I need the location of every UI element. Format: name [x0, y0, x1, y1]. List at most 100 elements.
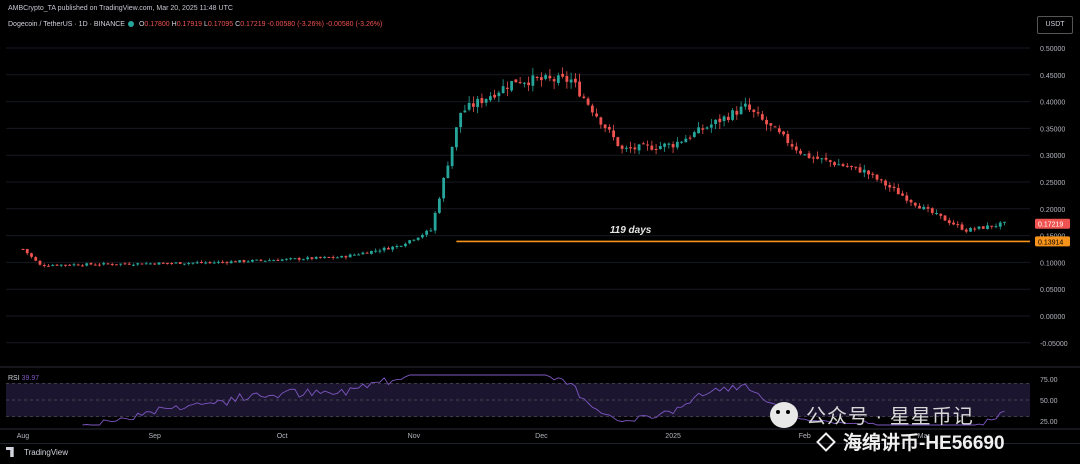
candle-body[interactable] [624, 147, 628, 149]
candle-body[interactable] [488, 96, 492, 101]
candle-body[interactable] [896, 188, 900, 195]
candle-body[interactable] [25, 249, 29, 254]
candle-body[interactable] [38, 260, 42, 265]
candle-body[interactable] [722, 116, 726, 122]
candle-body[interactable] [276, 259, 280, 261]
candle-body[interactable] [748, 104, 751, 110]
candle-body[interactable] [42, 264, 46, 266]
candle-body[interactable] [960, 224, 964, 230]
candle-body[interactable] [650, 145, 654, 150]
candle-body[interactable] [837, 164, 841, 166]
candle-body[interactable] [442, 177, 446, 199]
candle-body[interactable] [892, 186, 896, 189]
candle-body[interactable] [671, 144, 675, 148]
candle-body[interactable] [943, 215, 947, 221]
candle-body[interactable] [1003, 221, 1006, 223]
candle-body[interactable] [620, 145, 624, 149]
candle-body[interactable] [633, 147, 637, 150]
candle-body[interactable] [743, 103, 747, 107]
candle-body[interactable] [935, 213, 938, 215]
candle-body[interactable] [480, 98, 484, 104]
candle-body[interactable] [760, 114, 764, 120]
candle-body[interactable] [752, 109, 756, 112]
candle-body[interactable] [119, 263, 123, 265]
candle-body[interactable] [879, 179, 883, 181]
candle-body[interactable] [319, 256, 322, 258]
candle-body[interactable] [212, 262, 216, 264]
candle-body[interactable] [794, 146, 798, 151]
candle-body[interactable] [110, 263, 114, 265]
candle-body[interactable] [361, 252, 365, 255]
candle-body[interactable] [718, 118, 722, 123]
candle-body[interactable] [505, 87, 509, 89]
candle-body[interactable] [824, 157, 828, 160]
candle-body[interactable] [387, 247, 390, 250]
candle-body[interactable] [161, 262, 165, 264]
candle-body[interactable] [603, 124, 607, 129]
candle-body[interactable] [297, 258, 301, 260]
candle-body[interactable] [59, 264, 63, 266]
candle-body[interactable] [739, 106, 743, 115]
candle-body[interactable] [221, 261, 225, 263]
candle-body[interactable] [803, 154, 807, 156]
candle-body[interactable] [72, 264, 76, 266]
candle-body[interactable] [918, 205, 921, 209]
candle-body[interactable] [106, 263, 110, 265]
candle-body[interactable] [612, 130, 616, 138]
candle-body[interactable] [293, 258, 297, 260]
candle-body[interactable] [782, 131, 785, 135]
tradingview-brand[interactable]: TradingView [6, 447, 68, 457]
candle-body[interactable] [331, 256, 335, 258]
candle-body[interactable] [285, 258, 288, 260]
candle-body[interactable] [777, 128, 781, 133]
candle-body[interactable] [251, 259, 254, 262]
candle-body[interactable] [667, 143, 671, 145]
candle-body[interactable] [68, 264, 72, 266]
candle-body[interactable] [93, 264, 97, 266]
candle-body[interactable] [123, 263, 127, 265]
candle-body[interactable] [302, 259, 305, 261]
candle-body[interactable] [833, 162, 836, 166]
candle-body[interactable] [964, 229, 968, 232]
candle-body[interactable] [263, 260, 267, 262]
candle-body[interactable] [425, 230, 429, 235]
candle-body[interactable] [136, 263, 140, 265]
candle-body[interactable] [820, 158, 824, 160]
candle-body[interactable] [565, 76, 569, 82]
candle-body[interactable] [55, 264, 59, 266]
candle-body[interactable] [973, 228, 977, 230]
candle-body[interactable] [217, 261, 220, 263]
candle-body[interactable] [225, 262, 229, 264]
candle-body[interactable] [701, 128, 705, 130]
candle-body[interactable] [47, 265, 50, 267]
candle-body[interactable] [688, 137, 692, 139]
candle-body[interactable] [310, 257, 314, 259]
candle-body[interactable] [340, 256, 344, 258]
candle-body[interactable] [607, 126, 611, 130]
candle-body[interactable] [867, 170, 870, 175]
candle-body[interactable] [539, 77, 543, 81]
candle-body[interactable] [501, 86, 505, 94]
candle-body[interactable] [828, 160, 832, 162]
candle-body[interactable] [98, 264, 101, 266]
candle-body[interactable] [578, 81, 582, 97]
candle-body[interactable] [884, 180, 887, 186]
candle-body[interactable] [34, 257, 38, 261]
candle-body[interactable] [765, 119, 768, 125]
candle-body[interactable] [140, 263, 144, 265]
candle-body[interactable] [807, 153, 811, 158]
candle-body[interactable] [471, 103, 475, 107]
candle-body[interactable] [183, 263, 186, 265]
candle-body[interactable] [268, 260, 271, 262]
candle-body[interactable] [735, 110, 739, 115]
candle-body[interactable] [149, 263, 152, 265]
candle-body[interactable] [595, 113, 599, 117]
candle-body[interactable] [429, 230, 433, 232]
candle-body[interactable] [21, 248, 25, 250]
candle-body[interactable] [556, 75, 560, 83]
candle-body[interactable] [391, 246, 395, 250]
candle-body[interactable] [280, 259, 284, 261]
candle-body[interactable] [166, 262, 169, 264]
candle-body[interactable] [348, 254, 352, 258]
